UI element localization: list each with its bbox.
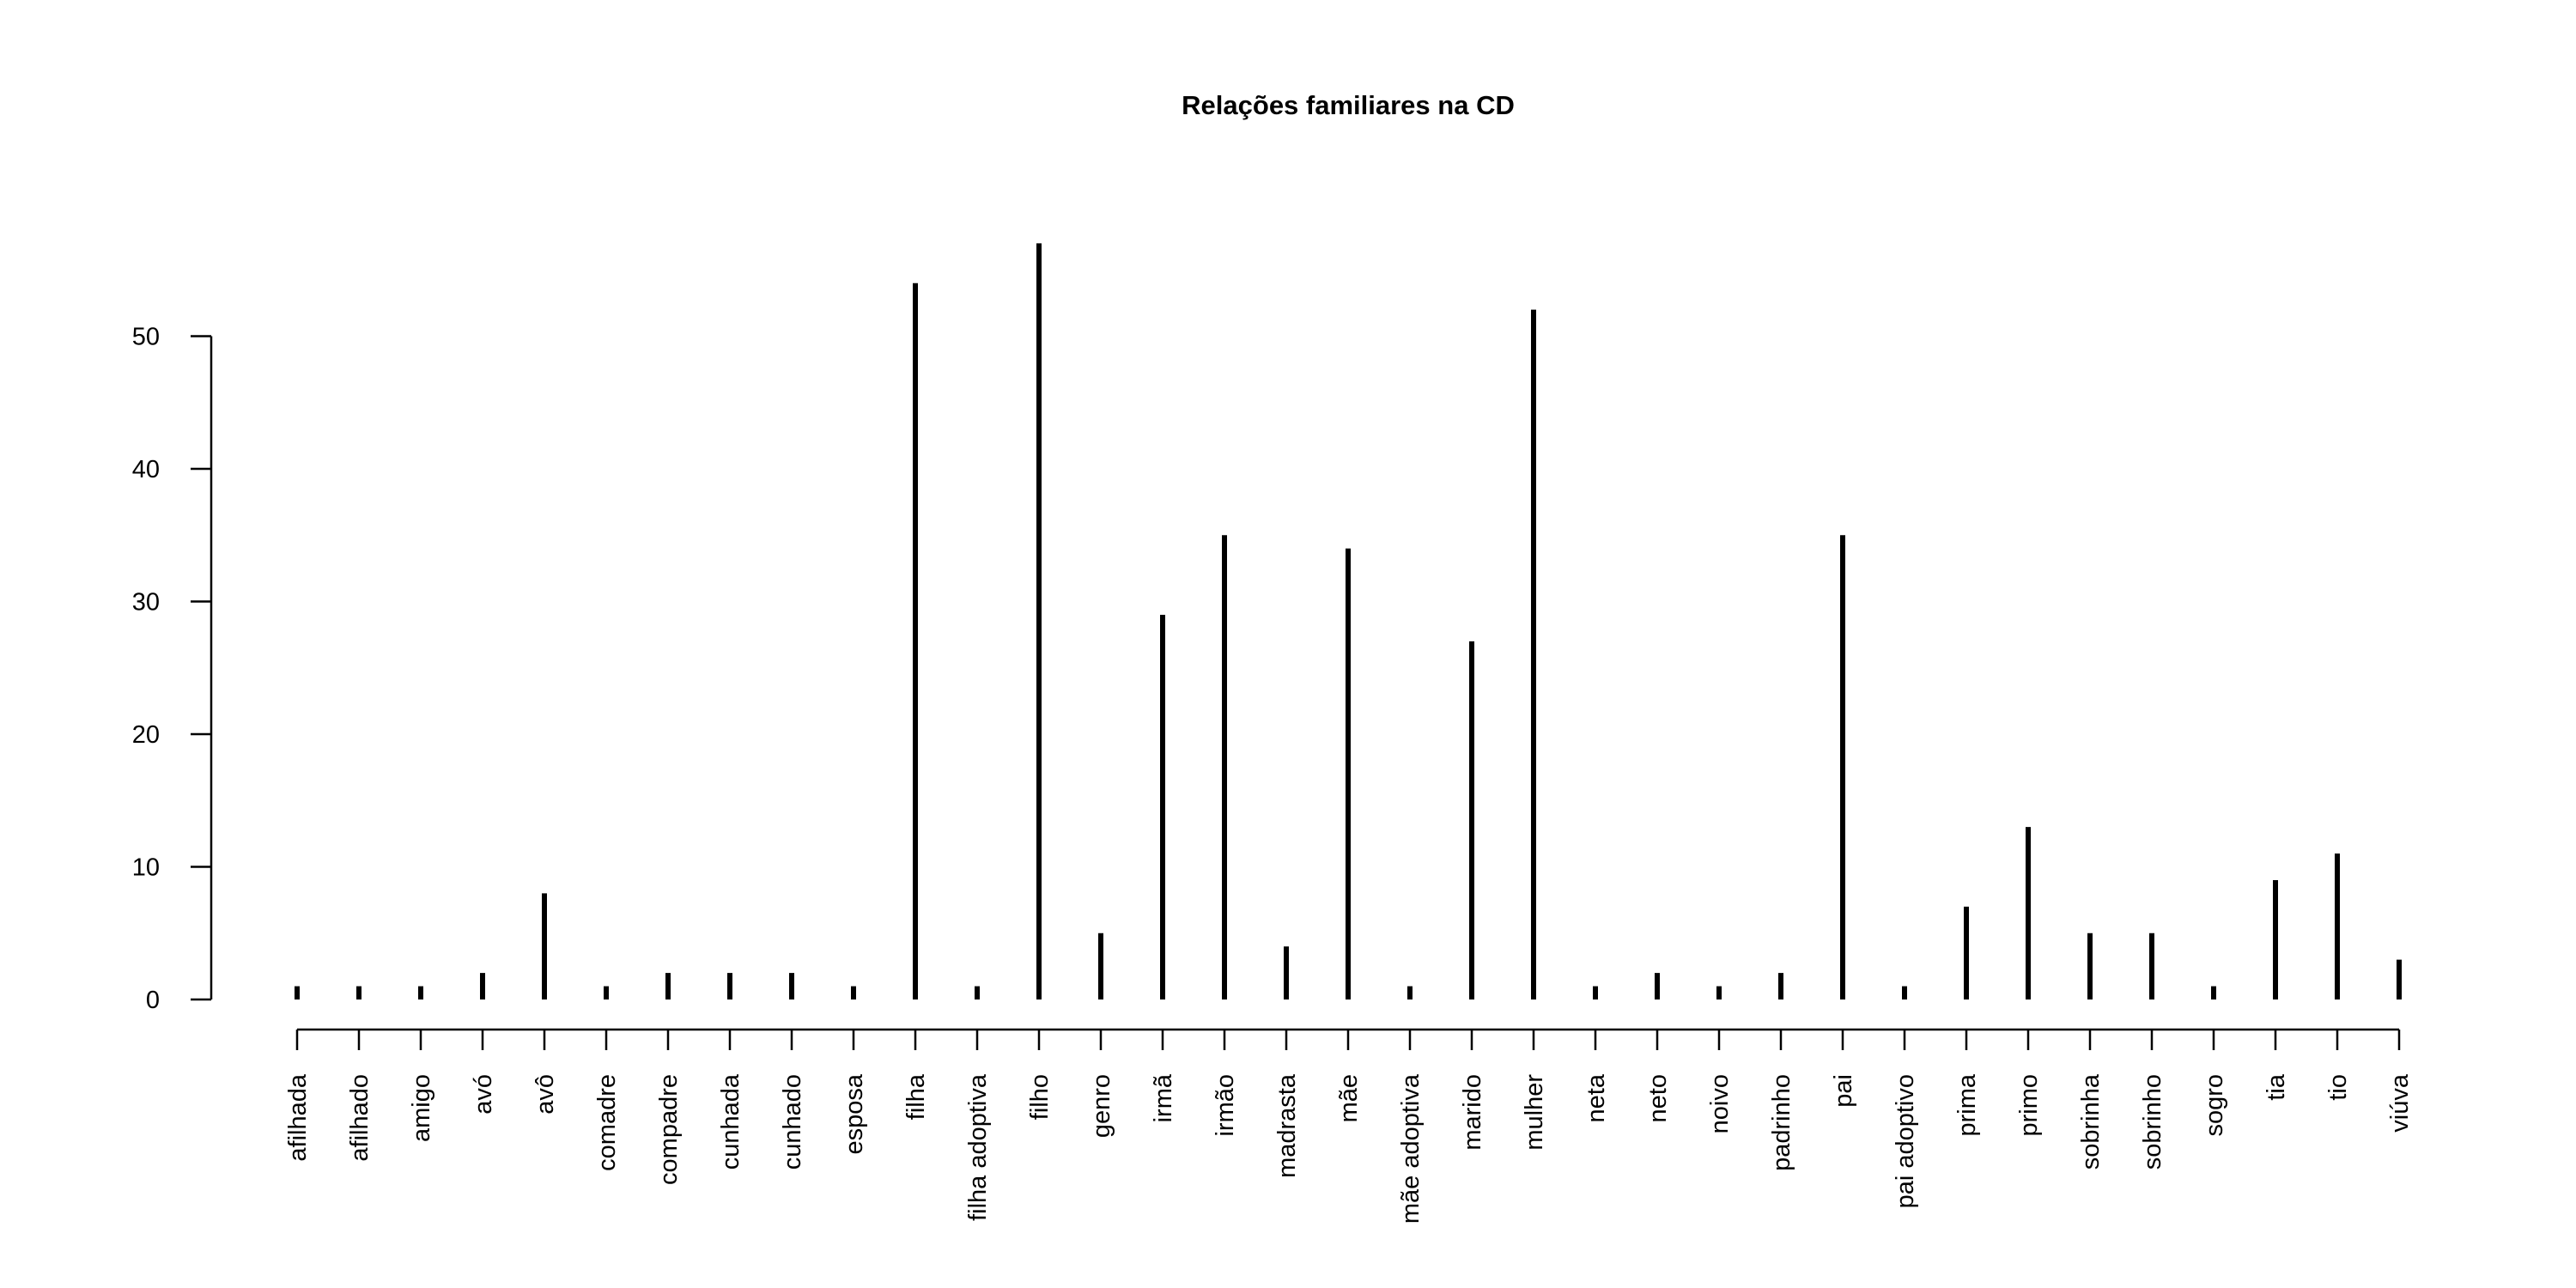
x-axis: afilhada afilhado amigo avó avô comadre compad…	[284, 1028, 2414, 1224]
x-tick-label: cunhado	[779, 1074, 806, 1170]
bars	[295, 243, 2402, 999]
x-tick-label: afilhado	[346, 1074, 374, 1162]
x-tick-label: sobrinha	[2077, 1073, 2105, 1170]
x-tick-label: afilhada	[284, 1073, 312, 1161]
x-tick-label: prima	[1953, 1073, 1981, 1136]
x-tick-label: neto	[1644, 1074, 1672, 1122]
x-tick-label: genro	[1088, 1074, 1115, 1138]
x-tick-label: tia	[2263, 1073, 2290, 1101]
x-tick-label: pai	[1830, 1074, 1857, 1108]
x-tick-label: irmão	[1212, 1074, 1239, 1137]
y-tick-label: 40	[132, 456, 160, 483]
y-tick-label: 10	[132, 854, 160, 882]
chart-title: Relações familiares na CD	[1182, 90, 1515, 120]
y-tick-label: 20	[132, 721, 160, 749]
y-tick-label: 0	[146, 987, 160, 1014]
x-tick-label: cunhada	[717, 1073, 744, 1170]
x-tick-label: irmã	[1150, 1073, 1177, 1122]
x-tick-label: avó	[470, 1074, 497, 1115]
x-tick-label: madrasta	[1273, 1073, 1301, 1178]
x-tick-label: mãe adoptiva	[1397, 1073, 1425, 1224]
x-tick-label: mãe	[1335, 1074, 1363, 1122]
x-tick-label: mulher	[1521, 1074, 1548, 1151]
x-tick-label: sobrinho	[2139, 1074, 2166, 1170]
x-tick-label: marido	[1459, 1074, 1486, 1151]
x-tick-label: comadre	[593, 1074, 621, 1171]
x-tick-label: esposa	[841, 1073, 868, 1154]
y-axis: 0 10 20 30 40 50	[132, 324, 213, 1014]
x-tick-label: amigo	[408, 1074, 435, 1142]
x-tick-label: padrinho	[1768, 1074, 1795, 1171]
x-tick-label: filho	[1026, 1074, 1054, 1120]
x-tick-label: sogro	[2201, 1074, 2228, 1137]
x-tick-label: avô	[532, 1074, 559, 1115]
x-tick-label: filha adoptiva	[964, 1073, 992, 1221]
y-tick-label: 30	[132, 589, 160, 617]
x-tick-label: pai adoptivo	[1892, 1074, 1919, 1208]
x-tick-label: compadre	[655, 1074, 683, 1185]
x-tick-label: neta	[1583, 1073, 1610, 1122]
x-tick-label: tio	[2324, 1074, 2352, 1101]
x-tick-label: noivo	[1706, 1074, 1734, 1133]
y-tick-label: 50	[132, 324, 160, 351]
x-tick-label: primo	[2015, 1074, 2043, 1137]
x-tick-label: viúva	[2386, 1073, 2414, 1133]
x-tick-label: filha	[902, 1073, 930, 1120]
